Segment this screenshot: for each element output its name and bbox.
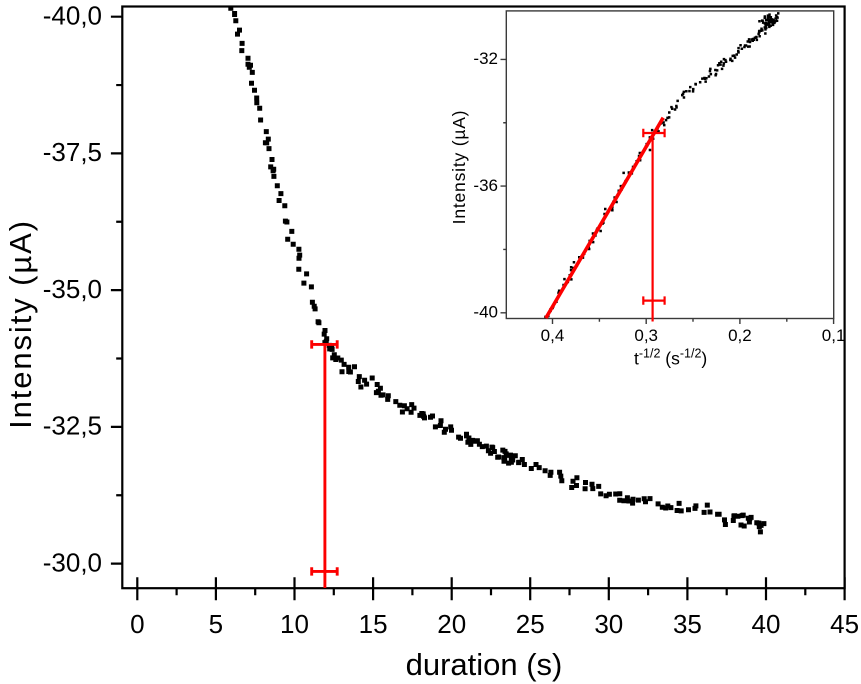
svg-text:20: 20 (437, 609, 466, 639)
svg-text:-30,0: -30,0 (43, 547, 102, 577)
svg-text:-37,5: -37,5 (43, 137, 102, 167)
svg-text:25: 25 (516, 609, 545, 639)
svg-text:-35,0: -35,0 (43, 274, 102, 304)
svg-text:40: 40 (752, 609, 781, 639)
svg-text:-40: -40 (473, 303, 498, 322)
svg-text:5: 5 (209, 609, 223, 639)
svg-text:0,2: 0,2 (728, 326, 752, 345)
svg-text:-32: -32 (473, 49, 498, 68)
svg-text:duration (s): duration (s) (406, 647, 563, 682)
svg-text:0,4: 0,4 (541, 326, 565, 345)
svg-text:10: 10 (280, 609, 309, 639)
svg-text:35: 35 (673, 609, 702, 639)
svg-text:0: 0 (130, 609, 144, 639)
svg-text:15: 15 (359, 609, 388, 639)
svg-text:Intensity (µA): Intensity (µA) (449, 110, 469, 225)
svg-text:45: 45 (830, 609, 859, 639)
svg-text:Intensity (µA): Intensity (µA) (3, 219, 38, 429)
svg-text:-36: -36 (473, 176, 498, 195)
svg-text:30: 30 (594, 609, 623, 639)
svg-text:0,3: 0,3 (634, 326, 658, 345)
svg-text:-32,5: -32,5 (43, 411, 102, 441)
svg-text:-40,0: -40,0 (43, 1, 102, 31)
svg-text:0,1: 0,1 (822, 326, 846, 345)
